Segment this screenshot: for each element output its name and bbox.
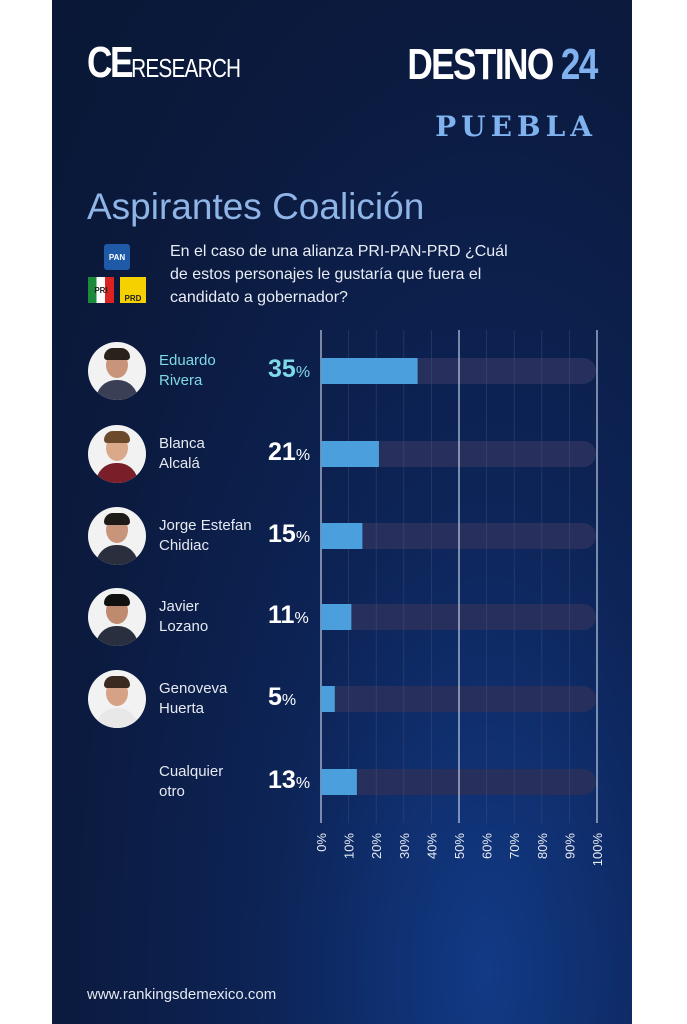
bar [321,604,352,630]
name-line: Alcalá [159,455,200,472]
name-line: Rivera [159,372,203,389]
bar [321,441,379,467]
candidate-name: Genoveva Huerta [159,679,227,719]
tick-label: 40% [424,833,439,859]
candidate-name: Blanca Alcalá [159,434,205,474]
value-number: 11 [268,601,295,629]
ce-research-logo: CERESEARCH [87,38,241,87]
value-number: 15 [268,520,296,548]
candidate-name: Jorge Estefan Chidiac [159,516,252,556]
survey-question: En el caso de una alianza PRI-PAN-PRD ¿C… [170,243,508,306]
tick-label: 60% [480,833,495,859]
candidate-photo [88,588,146,646]
value-unit: % [295,364,311,381]
bar [321,686,335,712]
tick-label: 100% [590,833,605,867]
name-line: Blanca [159,435,205,452]
infographic-panel [52,0,632,1024]
value-label: 21% [268,438,310,467]
value-unit: % [295,775,311,792]
candidate-photo [88,342,146,400]
name-line: otro [159,783,185,800]
value-number: 21 [268,438,296,466]
pri-logo: PRI [88,277,114,303]
tick-label: 70% [507,833,522,859]
bar [321,358,418,384]
value-label: 11% [268,601,309,630]
footer-url: www.rankingsdemexico.com [87,986,277,1003]
value-unit: % [295,529,311,546]
tick-label: 0% [314,833,329,852]
name-line: Genoveva [159,680,228,697]
region-label: PUEBLA [435,110,597,143]
candidate-name: Cualquier otro [159,762,223,802]
value-unit: % [281,692,297,709]
name-line: Javier [159,598,200,615]
name-line: Eduardo [159,352,216,369]
value-number: 35 [268,355,296,383]
pan-logo: PAN [104,244,130,270]
tick-label: 10% [342,833,357,859]
candidate-photo [88,670,146,728]
name-line: Huerta [159,700,205,717]
bar [321,523,363,549]
value-label: 13% [268,766,310,795]
value-label: 35% [268,355,310,384]
name-line: Cualquier [159,763,224,780]
candidate-photo [88,425,146,483]
tick-label: 30% [397,833,412,859]
name-line: Jorge Estefan [159,517,252,534]
value-number: 5 [268,683,282,711]
prd-logo: PRD [120,277,146,303]
value-unit: % [295,447,311,464]
candidate-photo [88,507,146,565]
tick-label: 20% [369,833,384,859]
value-label: 5% [268,683,296,712]
name-line: Lozano [159,618,209,635]
destino-24-logo: DESTINO 24 [407,40,599,89]
candidate-name: Javier Lozano [159,597,208,637]
value-label: 15% [268,520,310,549]
value-number: 13 [268,766,296,794]
candidate-name: Eduardo Rivera [159,351,216,391]
tick-label: 50% [452,833,467,859]
name-line: Chidiac [159,537,210,554]
chart-title: Aspirantes Coalición [87,186,425,227]
tick-label: 90% [562,833,577,859]
value-unit: % [294,610,309,627]
tick-label: 80% [535,833,550,859]
bar [321,769,357,795]
